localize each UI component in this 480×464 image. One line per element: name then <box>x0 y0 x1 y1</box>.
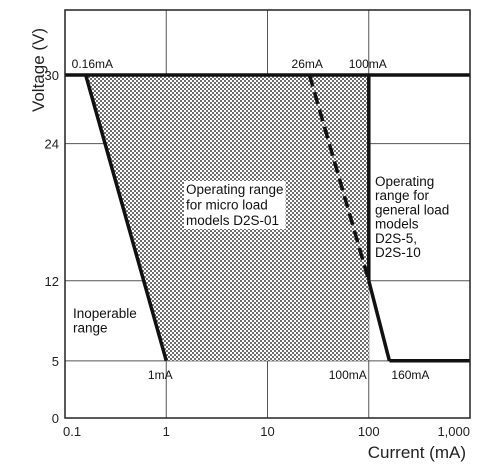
region-label-line: D2S-5, <box>375 231 417 246</box>
region-label: Operating range for general load models D2S-… <box>375 174 449 260</box>
region-label-background <box>184 181 286 229</box>
boundary-line <box>84 74 168 362</box>
plot-border <box>64 9 471 419</box>
x-axis-title: Current (mA) <box>368 443 466 462</box>
point-annotation: 26mA <box>292 57 323 71</box>
region-label-line: Operating range <box>186 182 284 197</box>
region-label-line: models <box>375 217 419 232</box>
series-lines <box>65 73 470 363</box>
region-label-background <box>373 173 452 261</box>
region-label-line: range for <box>375 188 430 203</box>
region-label: Operating range for micro load models D2S-… <box>186 182 284 228</box>
region-labels: Operating range for micro load models D2S-… <box>73 173 452 336</box>
point-annotation: 160mA <box>391 368 429 382</box>
x-tick-label: 0.1 <box>63 424 81 439</box>
region-label-line: Operating <box>375 174 434 189</box>
annotations: 0.16mA 26mA 100mA 1mA 100mA 160mA <box>72 57 430 382</box>
point-annotation: 0.16mA <box>72 57 113 71</box>
region-label-group: Operating range for micro load models D2S-… <box>184 181 286 229</box>
x-tick-label: 1,000 <box>437 424 470 439</box>
y-tick-label: 5 <box>52 354 59 369</box>
region-label-group: Operating range for general load models D2S-… <box>373 173 452 261</box>
boundary-line <box>367 280 392 362</box>
region-label-line: general load <box>375 202 449 217</box>
y-tick-label: 0 <box>52 411 59 426</box>
y-axis-title: Voltage (V) <box>29 28 48 112</box>
point-annotation: 100mA <box>349 57 387 71</box>
tick-labels: 0.1 1 10 100 1,000 0 5 12 24 30 <box>45 68 470 439</box>
y-tick-label: 24 <box>45 137 59 152</box>
plot-frame <box>64 9 471 419</box>
x-tick-label: 100 <box>358 424 380 439</box>
region-label-line: for micro load <box>186 198 268 213</box>
y-tick-label: 30 <box>45 68 59 83</box>
region-label-line: models D2S-01 <box>186 213 279 228</box>
region-label-line: D2S-10 <box>375 245 421 260</box>
region-label-line: range <box>73 321 108 336</box>
region-label: Inoperable range <box>73 306 137 336</box>
point-annotation: 100mA <box>329 368 367 382</box>
x-tick-label: 1 <box>163 424 170 439</box>
x-tick-label: 10 <box>260 424 274 439</box>
y-tick-label: 12 <box>45 274 59 289</box>
region-label-line: Inoperable <box>73 306 137 321</box>
point-annotation: 1mA <box>148 368 173 382</box>
region-label-group: Inoperable range <box>73 306 137 336</box>
